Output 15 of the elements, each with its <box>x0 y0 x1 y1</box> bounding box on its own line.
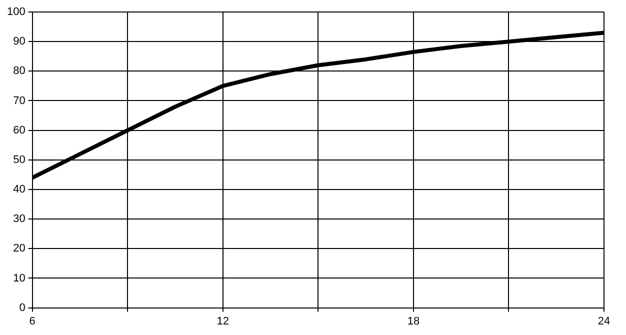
x-tick-label: 24 <box>598 315 610 328</box>
y-tick-label: 100 <box>6 6 26 18</box>
y-tick-label: 10 <box>13 272 26 284</box>
y-tick-label: 30 <box>13 213 26 226</box>
y-tick-label: 40 <box>13 184 26 196</box>
y-tick-label: 80 <box>13 65 26 78</box>
x-tick-label: 12 <box>216 315 230 328</box>
x-tick-label: 18 <box>407 315 420 328</box>
y-tick-label: 70 <box>13 94 26 107</box>
y-tick-label: 90 <box>13 36 26 48</box>
y-tick-label: 50 <box>13 154 26 166</box>
y-tick-label: 0 <box>19 302 26 314</box>
x-tick-label: 6 <box>29 315 36 328</box>
y-tick-label: 20 <box>13 242 26 255</box>
y-tick-label: 60 <box>13 124 26 136</box>
